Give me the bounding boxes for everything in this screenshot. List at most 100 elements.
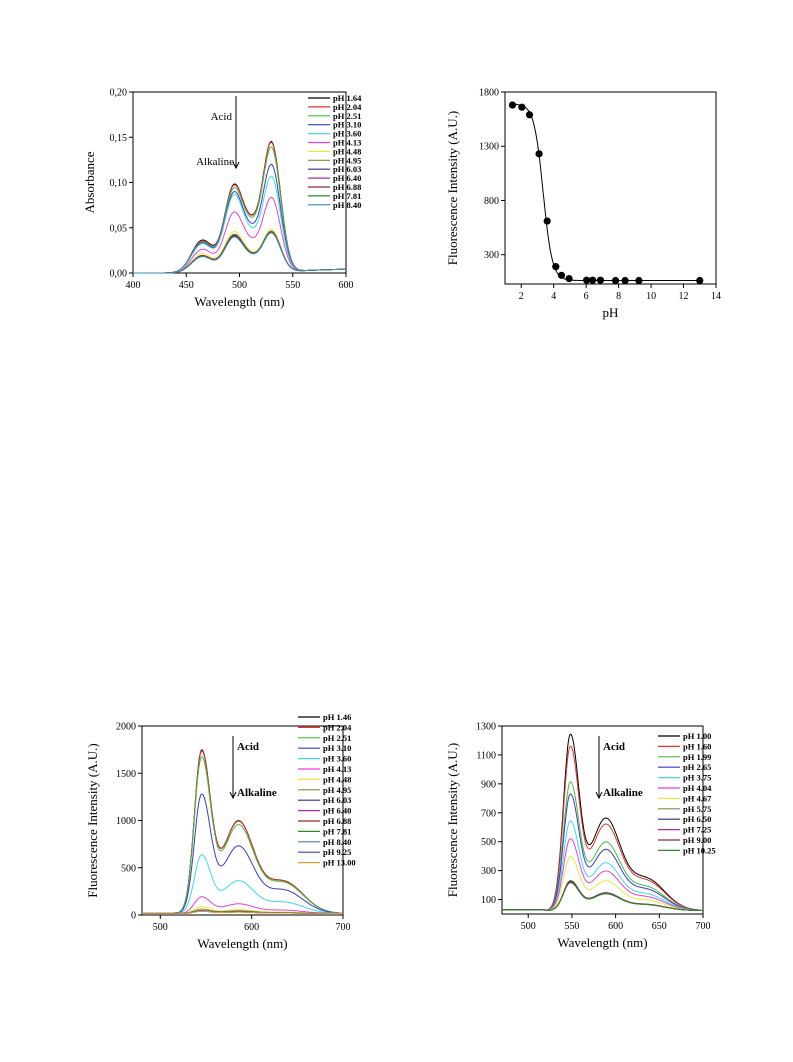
fl2-y-tick-label: 500 [481,837,496,848]
fl2-x-tick-label: 550 [564,921,579,932]
fl1-y-axis-label: Fluorescence Intensity (A.U.) [85,743,100,898]
fl1-legend-label: pH 8.40 [323,837,351,847]
ph-data-point [552,263,560,271]
fl2-legend-label: pH 9.00 [683,835,711,845]
ph-x-tick-label: 10 [646,291,656,302]
fl1-y-tick-label: 500 [121,863,136,874]
fl1-x-tick-label: 700 [336,922,351,933]
fl2-legend-label: pH 1.60 [683,741,711,751]
ph-x-tick-label: 12 [679,291,689,302]
fl2-legend-label: pH 2.65 [683,762,711,772]
abs-annotation-alkaline: Alkaline [196,156,234,168]
fl1-legend-label: pH 6.03 [323,795,351,805]
ph-data-point [583,276,591,284]
abs-x-tick-label: 400 [126,280,141,291]
fl1-series-line [142,910,343,914]
fl2-annotation-acid: Acid [603,741,625,753]
fl1-legend-label: pH 4.13 [323,764,351,774]
fl1-series-line [142,793,344,914]
abs-legend-label: pH 1.64 [333,93,362,103]
ph-x-axis-label: pH [603,305,619,320]
fl2-arrow-head [595,791,603,800]
fl2-x-tick-label: 650 [652,921,667,932]
ph-data-point [696,276,704,285]
fl1-series-group [142,749,344,915]
ph-data-point [565,274,573,283]
fl1-legend-label: pH 3.10 [323,743,351,753]
fl2-legend-label: pH 10.25 [683,845,716,855]
ph-x-tick-label: 4 [551,291,556,302]
ph-y-tick-label: 300 [484,250,499,261]
fl2-y-tick-label: 1300 [476,722,496,733]
ph-data-point [508,101,517,109]
fl1-x-tick-label: 500 [153,922,168,933]
abs-series-line [133,146,346,274]
fl2-legend-label: pH 1.99 [683,752,711,762]
fl2-y-tick-label: 1100 [476,750,496,761]
fl2-x-tick-label: 700 [696,921,711,932]
fl1-y-tick-label: 0 [131,911,136,922]
abs-plot-frame [132,91,347,274]
abs-series-line [133,231,346,274]
abs-y-tick-label: 0,00 [110,269,128,280]
abs-y-tick-label: 0,15 [110,133,128,144]
abs-legend-label: pH 4.48 [333,146,361,156]
ph-data-point [589,276,597,284]
abs-x-tick-label: 550 [285,280,300,291]
abs-x-tick-label: 600 [339,280,354,291]
ph-plot-frame [504,91,717,285]
abs-y-tick-label: 0,20 [110,88,128,99]
fl1-arrow-head [229,791,237,800]
abs-series-line [133,140,346,274]
fl2-y-axis-label: Fluorescence Intensity (A.U.) [445,743,460,898]
abs-series-line [133,230,346,274]
fl1-y-tick-label: 2000 [116,722,136,733]
ph-x-tick-label: 6 [584,291,589,302]
ph-data-point [557,271,566,279]
fl2-legend-label: pH 4.04 [683,783,712,793]
abs-y-tick-label: 0,05 [110,223,128,234]
ph-fit-curve [509,103,703,281]
fl2-legend-label: pH 3.75 [683,773,711,783]
fl2-legend-label: pH 4.67 [683,793,712,803]
ph-data-point [525,111,534,119]
fl2-plot-frame [501,725,704,915]
abs-legend-label: pH 4.95 [333,155,361,165]
abs-legend-label: pH 6.88 [333,182,361,192]
ph-y-tick-label: 1800 [479,88,499,99]
fl2-y-tick-label: 700 [481,808,496,819]
fl1-annotation-acid: Acid [237,741,259,753]
fl2-legend-label: pH 5.75 [683,804,711,814]
abs-legend-label: pH 3.60 [333,129,361,139]
abs-legend-label: pH 2.04 [333,102,362,112]
fl2-legend-label: pH 1.00 [683,731,711,741]
fl2-series-line [502,882,703,911]
fl2-x-axis-label: Wavelength (nm) [557,935,647,950]
abs-legend-label: pH 2.51 [333,111,361,121]
abs-legend-label: pH 6.40 [333,173,361,183]
fl2-y-tick-label: 100 [481,895,496,906]
fl1-legend-label: pH 9.25 [323,847,351,857]
abs-legend-label: pH 6.03 [333,164,361,174]
abs-series-line [133,228,346,274]
abs-series-line [133,163,346,274]
fl1-legend-label: pH 13.00 [323,858,356,868]
fl1-legend-label: pH 2.04 [323,722,352,732]
ph-x-tick-label: 2 [519,291,524,302]
fl1-annotation-alkaline: Alkaline [237,787,277,799]
fl2-x-tick-label: 600 [608,921,623,932]
fl1-legend-label: pH 4.48 [323,774,351,784]
abs-series-line [133,141,346,274]
abs-legend-label: pH 3.10 [333,120,361,130]
fl1-legend-label: pH 7.81 [323,826,351,836]
ph-data-point [621,276,629,285]
fl2-series-line [502,733,703,911]
ph-data-point [518,103,526,111]
fl1-series-line [142,750,343,914]
ph-data-point [635,276,643,285]
fl2-series-line [502,820,703,911]
abs-arrow-head [232,161,240,170]
ph-x-tick-label: 8 [616,291,621,302]
fl1-y-tick-label: 1000 [116,816,136,827]
